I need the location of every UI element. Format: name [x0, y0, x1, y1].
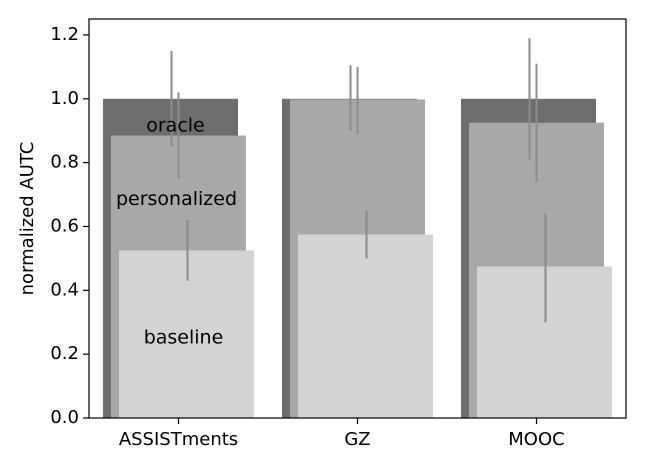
y-tick-label: 1.2: [50, 24, 79, 45]
y-tick-label: 0.0: [50, 407, 79, 428]
x-tick-label: ASSISTments: [119, 429, 238, 450]
x-tick-label: GZ: [344, 429, 370, 450]
y-tick-label: 1.0: [50, 88, 79, 109]
x-axis: ASSISTments GZ MOOC: [119, 418, 565, 450]
y-tick-label: 0.6: [50, 215, 79, 236]
y-tick-label: 0.2: [50, 343, 79, 364]
y-tick-label: 0.4: [50, 279, 79, 300]
y-tick-label: 0.8: [50, 152, 79, 173]
y-axis: 0.0 0.2 0.4 0.6 0.8 1.0 1.2: [50, 24, 89, 428]
label-baseline: baseline: [144, 327, 224, 349]
label-oracle: oracle: [146, 114, 205, 136]
errorbars-layer: [170, 38, 547, 323]
label-personalized: personalized: [116, 188, 237, 210]
bar-baseline-GZ: [298, 234, 433, 418]
x-tick-label: MOOC: [508, 429, 564, 450]
annotations-layer: oracle personalized baseline: [116, 114, 237, 348]
bars-layer: [103, 98, 612, 419]
y-axis-title: normalized AUTC: [17, 142, 38, 296]
